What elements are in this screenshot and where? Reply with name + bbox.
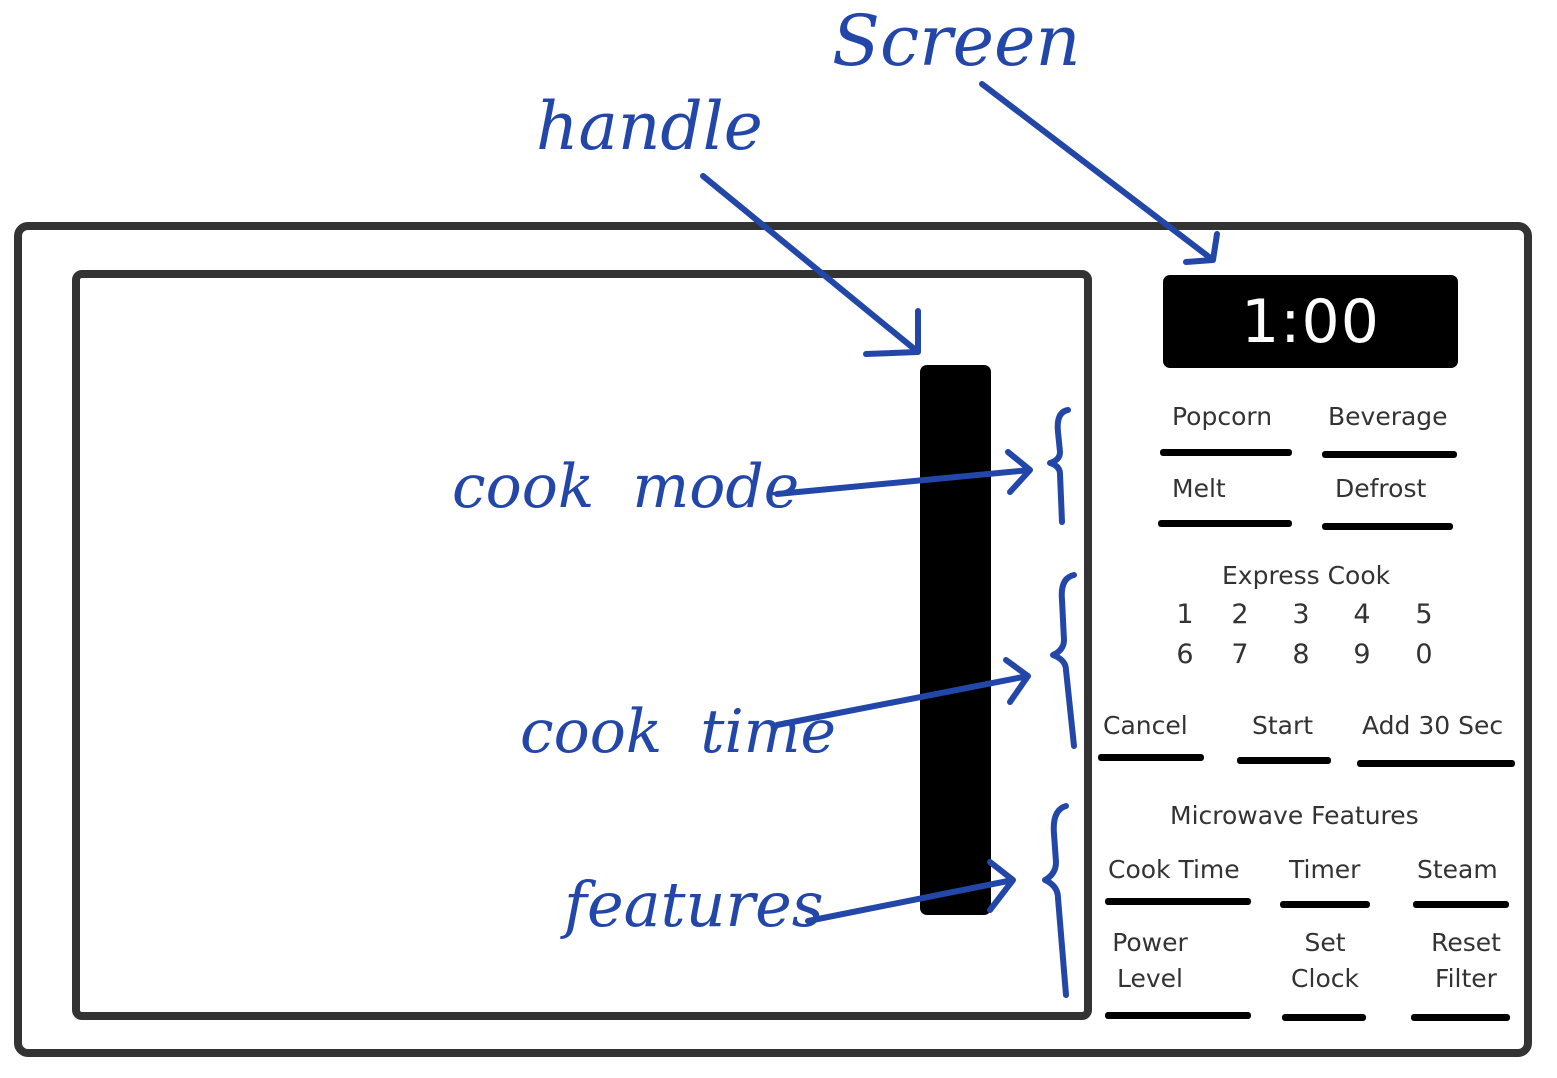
power-level-button-bar	[1105, 1012, 1251, 1019]
door-handle[interactable]	[920, 365, 991, 915]
express-cook-digit-5[interactable]: 5	[1415, 599, 1433, 630]
set-clock-button-bar	[1282, 1014, 1366, 1021]
cook-time-button-bar	[1105, 898, 1251, 905]
cancel-button[interactable]: Cancel	[1103, 711, 1188, 740]
reset-filter-button[interactable]: Reset Filter	[1431, 928, 1501, 994]
express-cook-digit-9[interactable]: 9	[1353, 639, 1371, 670]
add-30-sec-button[interactable]: Add 30 Sec	[1362, 711, 1504, 740]
display-screen: 1:00	[1163, 275, 1458, 368]
beverage-button[interactable]: Beverage	[1328, 402, 1448, 431]
express-cook-digit-3[interactable]: 3	[1292, 599, 1310, 630]
cook-time-button[interactable]: Cook Time	[1108, 855, 1240, 884]
beverage-button-bar	[1322, 451, 1457, 458]
microwave-door	[72, 270, 1092, 1020]
annotation-cook-mode: cook mode	[452, 452, 800, 522]
start-button[interactable]: Start	[1252, 711, 1314, 740]
express-cook-digit-7[interactable]: 7	[1231, 639, 1249, 670]
timer-button[interactable]: Timer	[1289, 855, 1361, 884]
popcorn-button-bar	[1160, 449, 1292, 456]
annotation-features: features	[564, 868, 824, 941]
steam-button[interactable]: Steam	[1417, 855, 1498, 884]
features-title: Microwave Features	[1170, 801, 1419, 830]
defrost-button-bar	[1322, 523, 1453, 530]
express-cook-digit-4[interactable]: 4	[1353, 599, 1371, 630]
defrost-button[interactable]: Defrost	[1335, 474, 1427, 503]
melt-button[interactable]: Melt	[1172, 474, 1226, 503]
express-cook-title: Express Cook	[1222, 561, 1391, 590]
power-level-button[interactable]: Power Level	[1112, 928, 1188, 994]
steam-button-bar	[1413, 901, 1509, 908]
timer-button-bar	[1280, 901, 1370, 908]
express-cook-digit-8[interactable]: 8	[1292, 639, 1310, 670]
start-button-bar	[1237, 757, 1331, 764]
melt-button-bar	[1158, 520, 1292, 527]
express-cook-digit-0[interactable]: 0	[1415, 639, 1433, 670]
express-cook-digit-1[interactable]: 1	[1176, 599, 1194, 630]
express-cook-digit-6[interactable]: 6	[1176, 639, 1194, 670]
annotation-cook-time: cook time	[520, 697, 837, 767]
reset-filter-button-bar	[1411, 1014, 1510, 1021]
cancel-button-bar	[1098, 754, 1204, 761]
popcorn-button[interactable]: Popcorn	[1172, 402, 1273, 431]
annotation-handle: handle	[536, 88, 763, 165]
add-30-sec-button-bar	[1357, 760, 1515, 767]
express-cook-digit-2[interactable]: 2	[1231, 599, 1249, 630]
display-time: 1:00	[1241, 286, 1380, 357]
annotation-screen: Screen	[832, 0, 1081, 82]
set-clock-button[interactable]: Set Clock	[1291, 928, 1359, 994]
